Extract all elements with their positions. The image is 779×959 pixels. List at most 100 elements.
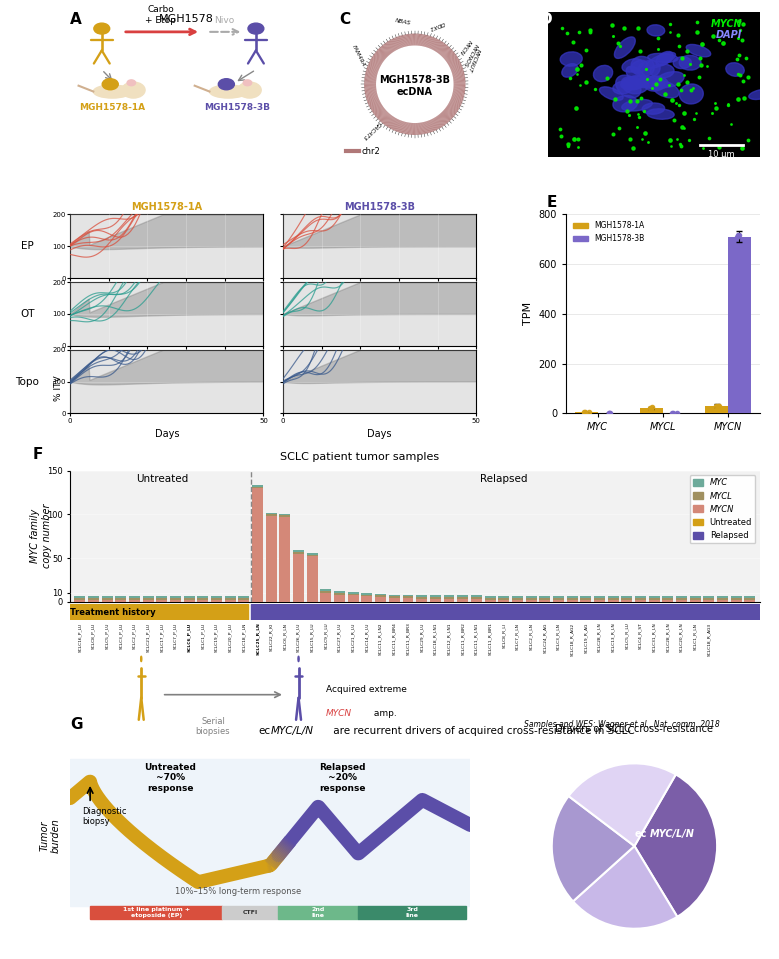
Polygon shape: [369, 102, 380, 107]
Polygon shape: [452, 69, 464, 74]
Polygon shape: [370, 103, 381, 108]
Ellipse shape: [642, 103, 664, 114]
Polygon shape: [430, 37, 435, 49]
Bar: [580, 599, 591, 601]
Polygon shape: [453, 92, 464, 95]
Bar: [703, 598, 714, 599]
Bar: [403, 598, 414, 601]
Bar: [731, 598, 742, 599]
Polygon shape: [379, 48, 387, 58]
Ellipse shape: [562, 63, 578, 78]
Bar: [334, 591, 345, 593]
Polygon shape: [365, 80, 376, 82]
Text: SCLC11_R_LN1: SCLC11_R_LN1: [474, 622, 478, 655]
Bar: [443, 599, 454, 601]
Bar: [88, 599, 99, 601]
Bar: [594, 599, 605, 601]
Bar: [553, 599, 564, 601]
Polygon shape: [427, 36, 432, 48]
Bar: [224, 599, 235, 601]
Polygon shape: [428, 120, 434, 131]
Text: FAM49A: FAM49A: [351, 44, 366, 67]
Polygon shape: [379, 112, 389, 122]
Polygon shape: [373, 55, 383, 62]
Bar: [115, 596, 126, 598]
Polygon shape: [367, 68, 378, 72]
Ellipse shape: [637, 60, 660, 79]
Polygon shape: [453, 88, 465, 90]
Bar: [526, 596, 537, 598]
Polygon shape: [453, 78, 465, 81]
Polygon shape: [418, 123, 419, 135]
Polygon shape: [425, 122, 430, 133]
Polygon shape: [453, 92, 464, 96]
Polygon shape: [453, 85, 466, 87]
Bar: [728, 237, 751, 413]
Bar: [266, 513, 277, 514]
Bar: [594, 598, 605, 599]
Polygon shape: [397, 121, 402, 132]
Polygon shape: [389, 40, 396, 51]
FancyBboxPatch shape: [251, 604, 760, 620]
Bar: [266, 516, 277, 601]
Circle shape: [298, 656, 299, 662]
Ellipse shape: [631, 57, 654, 77]
Polygon shape: [379, 47, 389, 57]
Bar: [293, 553, 304, 601]
Polygon shape: [388, 117, 395, 128]
Polygon shape: [367, 66, 379, 71]
Polygon shape: [435, 41, 442, 52]
Y-axis label: EP: EP: [21, 242, 33, 251]
Polygon shape: [447, 105, 458, 112]
Polygon shape: [413, 123, 414, 135]
Polygon shape: [441, 112, 450, 122]
Polygon shape: [365, 71, 377, 75]
Text: MYCN: MYCN: [458, 38, 473, 55]
Polygon shape: [453, 82, 466, 83]
Bar: [499, 596, 509, 598]
Polygon shape: [374, 107, 384, 115]
Ellipse shape: [647, 53, 675, 68]
Circle shape: [238, 82, 261, 98]
Polygon shape: [395, 37, 400, 49]
Polygon shape: [428, 36, 432, 48]
Polygon shape: [438, 44, 446, 54]
Polygon shape: [449, 59, 460, 66]
Text: MYCN: MYCN: [711, 19, 742, 29]
Bar: [211, 598, 222, 599]
Text: SCLC20_P_LU: SCLC20_P_LU: [228, 622, 232, 651]
Polygon shape: [372, 57, 382, 63]
Polygon shape: [441, 47, 450, 57]
Y-axis label: TPM: TPM: [523, 302, 533, 325]
Polygon shape: [453, 94, 464, 98]
Ellipse shape: [679, 56, 701, 70]
Bar: [115, 599, 126, 601]
Ellipse shape: [647, 54, 678, 62]
Bar: [334, 595, 345, 601]
Polygon shape: [431, 120, 436, 130]
Polygon shape: [382, 114, 390, 124]
Text: Nivo: Nivo: [214, 15, 234, 25]
Polygon shape: [377, 110, 386, 119]
Polygon shape: [369, 62, 380, 68]
Bar: [170, 598, 181, 599]
Polygon shape: [431, 38, 436, 49]
Ellipse shape: [646, 76, 668, 89]
Polygon shape: [450, 100, 461, 105]
Polygon shape: [365, 89, 376, 91]
Polygon shape: [375, 53, 385, 60]
Bar: [238, 596, 249, 598]
Bar: [347, 596, 359, 601]
Text: SCLC16_P_LU: SCLC16_P_LU: [78, 622, 82, 651]
Polygon shape: [449, 102, 460, 108]
Polygon shape: [439, 45, 447, 55]
Bar: [375, 596, 386, 597]
Bar: [403, 596, 414, 598]
Polygon shape: [369, 61, 380, 67]
Bar: [676, 598, 687, 599]
Polygon shape: [446, 55, 456, 62]
Polygon shape: [448, 58, 459, 65]
Polygon shape: [425, 35, 428, 47]
Text: MGH1578-3B: MGH1578-3B: [204, 104, 270, 112]
Text: SCLC7_R_LN: SCLC7_R_LN: [516, 622, 520, 649]
